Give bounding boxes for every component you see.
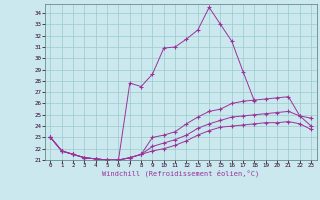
X-axis label: Windchill (Refroidissement éolien,°C): Windchill (Refroidissement éolien,°C)	[102, 170, 260, 177]
